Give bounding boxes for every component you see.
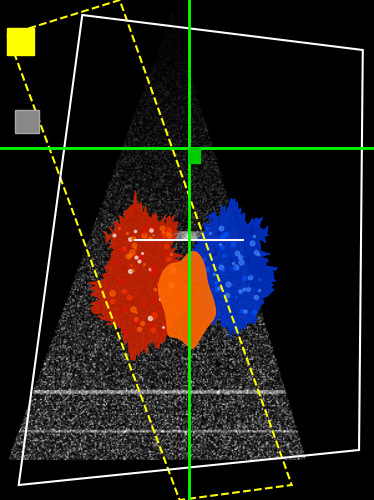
Polygon shape [186, 198, 277, 338]
Polygon shape [89, 191, 196, 360]
Bar [7, 28, 34, 55]
Polygon shape [159, 252, 215, 348]
Bar [15, 110, 39, 132]
Bar [189, 148, 200, 162]
